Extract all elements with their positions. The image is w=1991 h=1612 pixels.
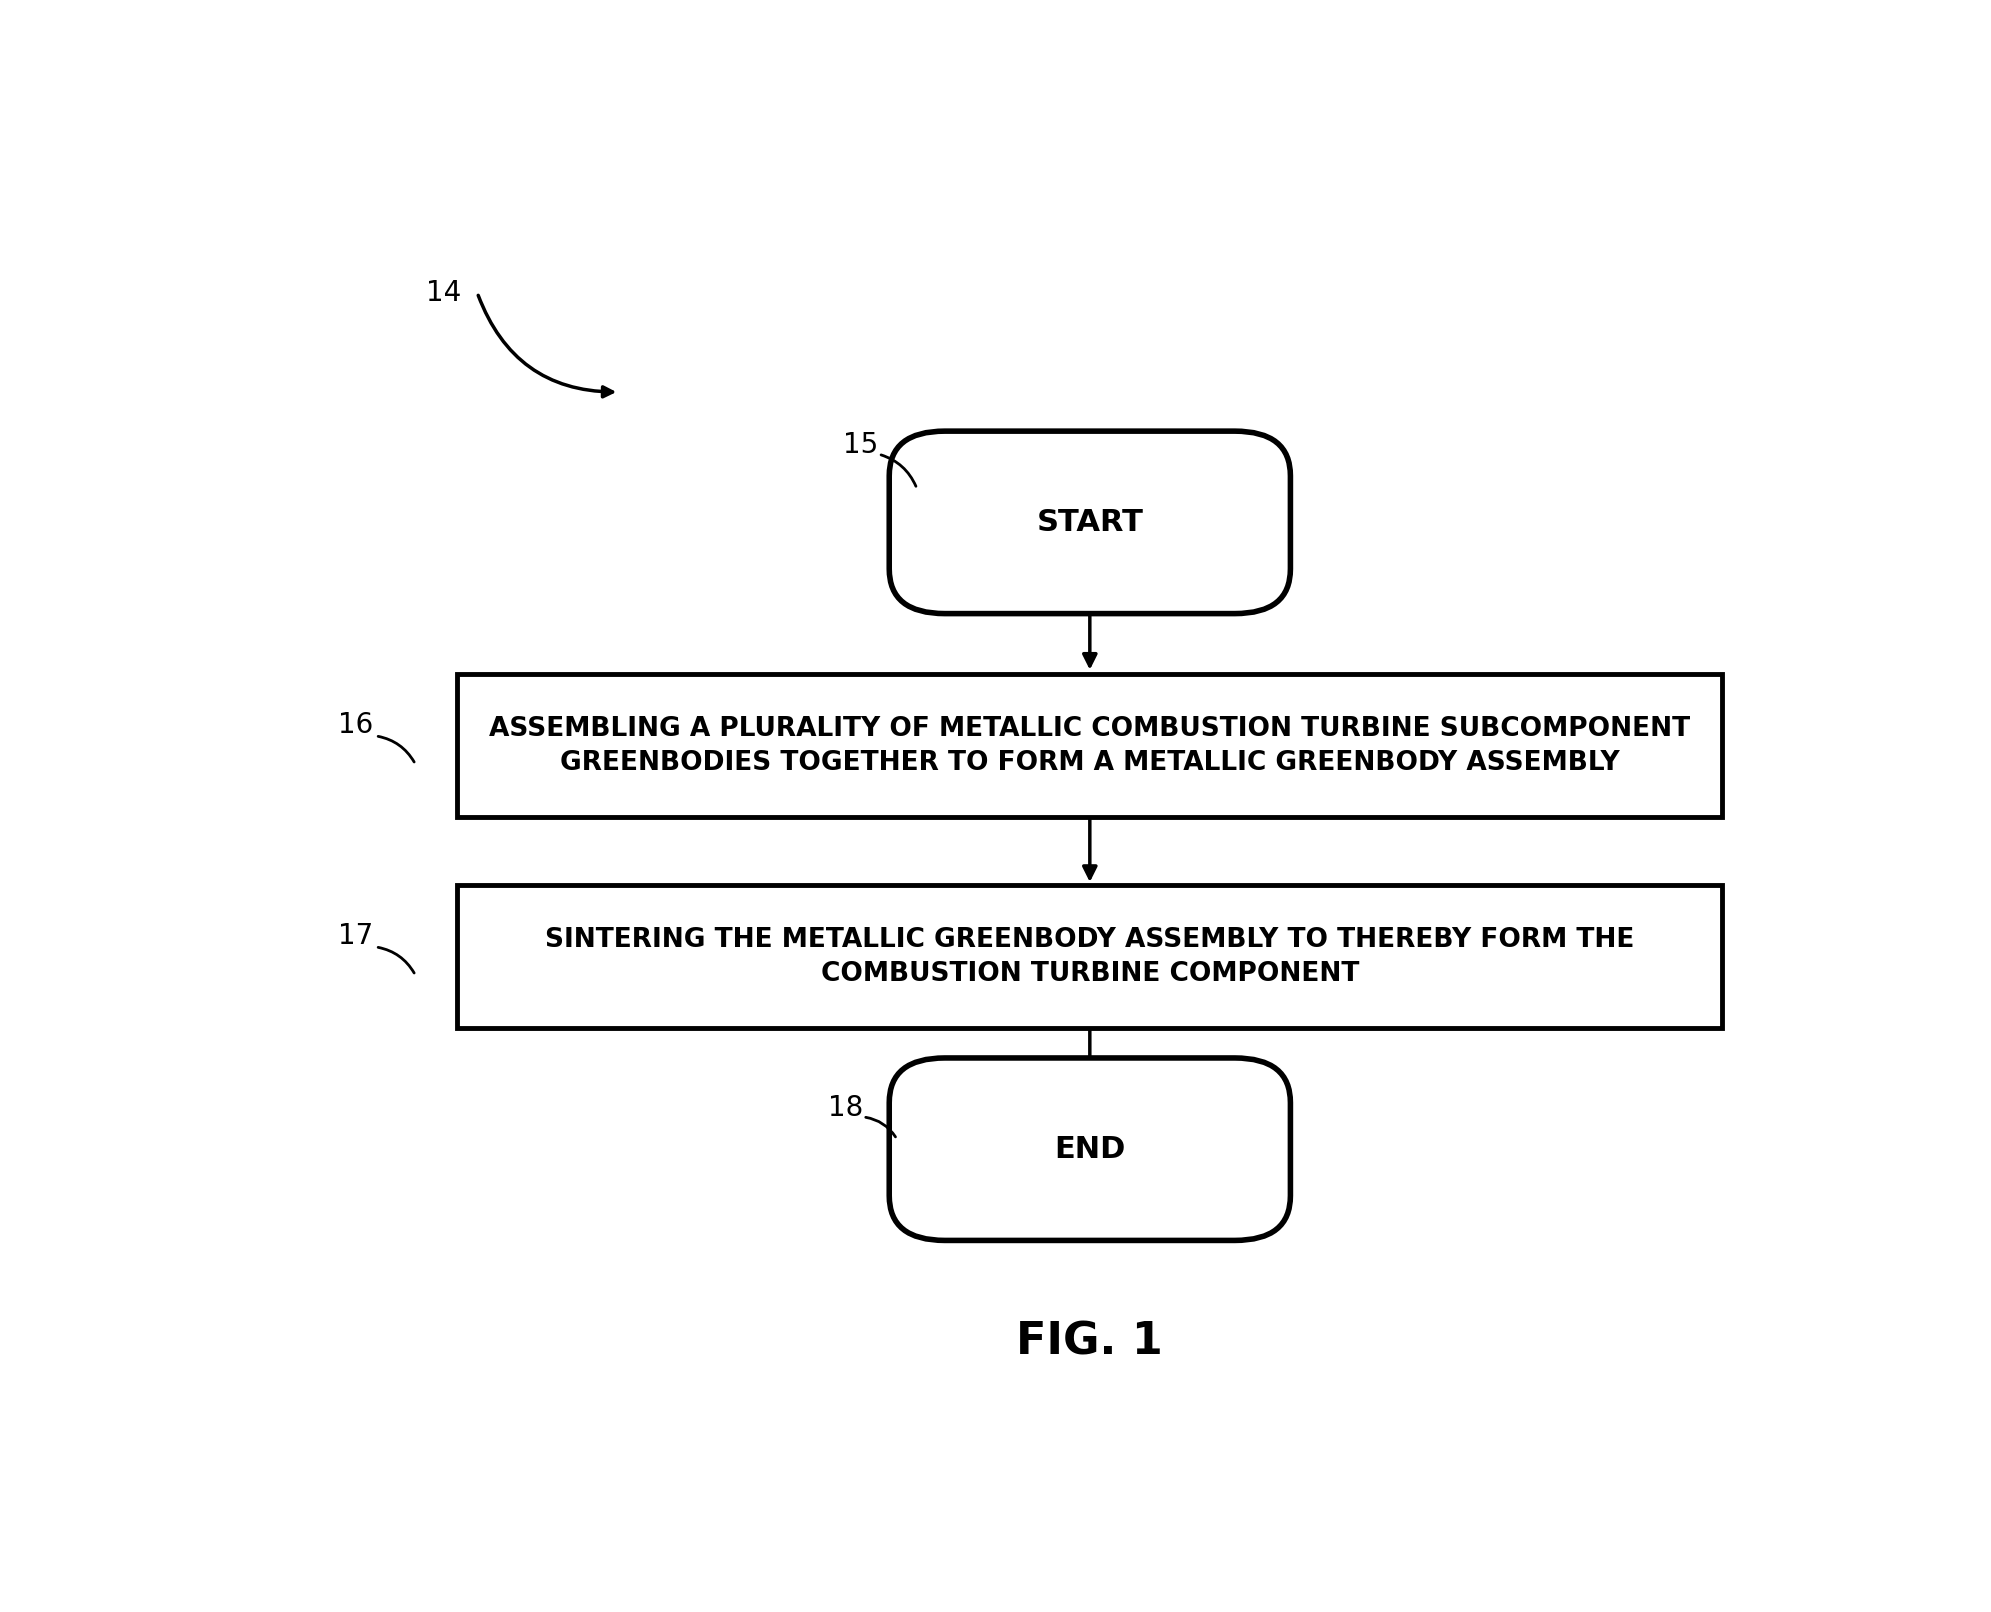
Text: START: START: [1037, 508, 1143, 537]
FancyBboxPatch shape: [890, 1057, 1290, 1240]
Text: 14: 14: [426, 279, 462, 306]
Text: 17: 17: [338, 922, 374, 949]
Text: FIG. 1: FIG. 1: [1015, 1320, 1163, 1364]
Text: SINTERING THE METALLIC GREENBODY ASSEMBLY TO THEREBY FORM THE
COMBUSTION TURBINE: SINTERING THE METALLIC GREENBODY ASSEMBL…: [546, 927, 1635, 987]
Bar: [458, 674, 1722, 817]
Bar: [458, 885, 1722, 1028]
Text: END: END: [1053, 1135, 1125, 1164]
Text: 18: 18: [828, 1095, 862, 1122]
Text: 16: 16: [338, 711, 374, 738]
FancyBboxPatch shape: [890, 430, 1290, 614]
Text: ASSEMBLING A PLURALITY OF METALLIC COMBUSTION TURBINE SUBCOMPONENT
GREENBODIES T: ASSEMBLING A PLURALITY OF METALLIC COMBU…: [490, 716, 1690, 775]
Text: 15: 15: [842, 432, 878, 459]
